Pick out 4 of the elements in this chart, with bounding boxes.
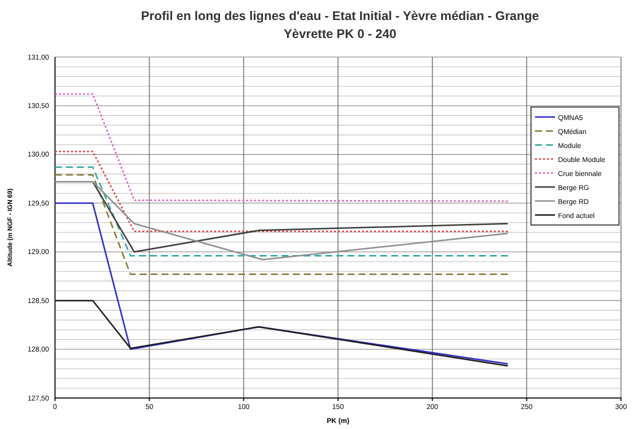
chart-subtitle: Yèvrette PK 0 - 240 [284,27,396,41]
line-series [54,300,509,367]
chart-title: Profil en long des lignes d'eau - Etat Initial - Yèvre médian - Grange [141,9,540,23]
line-series [54,202,509,365]
